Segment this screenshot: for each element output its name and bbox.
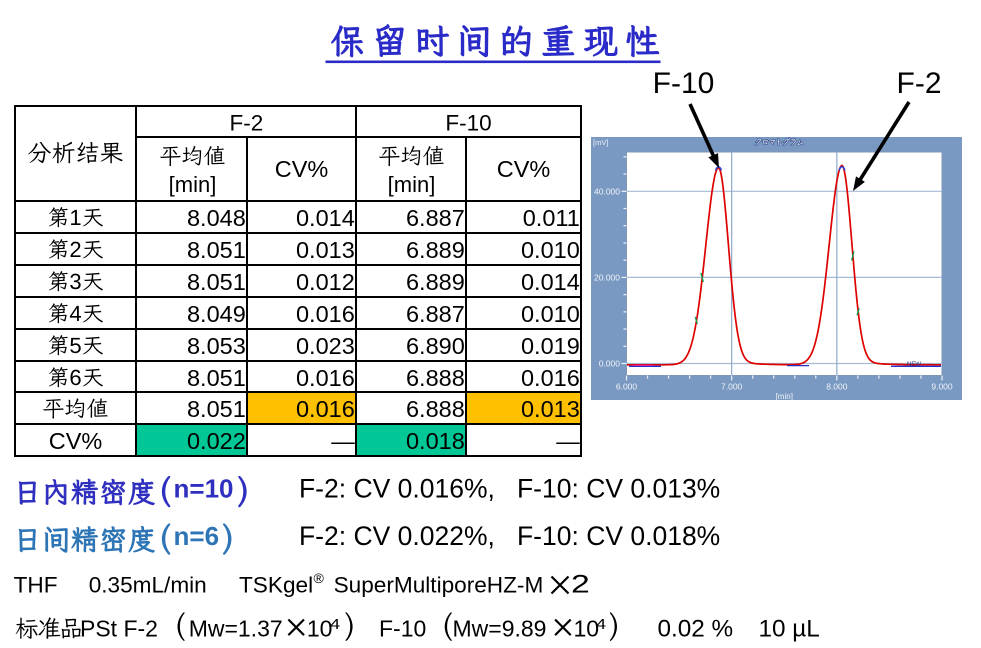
svg-text:4: 4 (596, 617, 606, 633)
svg-text:CV%: CV% (275, 156, 329, 182)
svg-text:n=10: n=10 (174, 474, 234, 504)
svg-text:—: — (556, 428, 580, 454)
svg-text:0.011: 0.011 (523, 205, 580, 231)
svg-text:0.014: 0.014 (296, 205, 355, 231)
svg-text:0.013: 0.013 (296, 237, 355, 263)
svg-text:0.012: 0.012 (296, 269, 355, 295)
svg-text:10 µL: 10 µL (759, 616, 820, 643)
svg-text:2: 2 (571, 571, 590, 599)
svg-text:0.010: 0.010 (521, 237, 580, 263)
svg-text:6.889: 6.889 (406, 237, 465, 263)
svg-text:9.000: 9.000 (931, 382, 953, 392)
svg-text:7.000: 7.000 (721, 382, 743, 392)
svg-text:6.889: 6.889 (406, 269, 465, 295)
svg-text:TSKgel: TSKgel (239, 573, 313, 598)
svg-text:8.051: 8.051 (187, 365, 246, 391)
svg-text:6.888: 6.888 (406, 396, 465, 422)
svg-text:10: 10 (574, 616, 600, 642)
svg-text:0.022: 0.022 (187, 428, 246, 454)
svg-text:F-10: F-10 (379, 616, 426, 642)
svg-text:8.048: 8.048 (187, 205, 246, 231)
svg-text:0.016: 0.016 (521, 365, 580, 391)
svg-text:PSt F-2: PSt F-2 (80, 616, 158, 642)
svg-text:[min]: [min] (388, 172, 436, 197)
svg-text:10: 10 (307, 616, 333, 642)
svg-text:6.000: 6.000 (616, 382, 638, 392)
svg-text:8.053: 8.053 (187, 333, 246, 359)
svg-text:NEW: NEW (907, 362, 921, 368)
svg-text:0.019: 0.019 (521, 333, 580, 359)
svg-text:[mV]: [mV] (593, 138, 608, 147)
svg-text:6.887: 6.887 (406, 205, 465, 231)
svg-text:F-2: F-2 (897, 67, 942, 100)
svg-text:Mw=1.37: Mw=1.37 (189, 616, 283, 642)
svg-text:6.890: 6.890 (406, 333, 465, 359)
svg-text:0.000: 0.000 (599, 359, 621, 369)
svg-text:[min]: [min] (169, 172, 217, 197)
svg-text:6.887: 6.887 (406, 301, 465, 327)
svg-text:F-10: F-10 (653, 67, 715, 100)
svg-text:8.051: 8.051 (187, 269, 246, 295)
svg-text:THF: THF (14, 573, 58, 598)
svg-text:40.000: 40.000 (594, 186, 620, 196)
svg-text:0.013: 0.013 (521, 396, 580, 422)
svg-text:F-10: F-10 (445, 111, 491, 136)
svg-text:8.051: 8.051 (187, 396, 246, 422)
svg-text:SuperMultiporeHZ-M: SuperMultiporeHZ-M (334, 573, 544, 598)
svg-text:8.000: 8.000 (826, 382, 848, 392)
svg-text:CV%: CV% (49, 428, 103, 454)
svg-text:0.010: 0.010 (521, 301, 580, 327)
svg-text:0.35mL/min: 0.35mL/min (89, 573, 207, 598)
svg-text:F-2: CV 0.016%, F-10: CV 0.0: F-2: CV 0.016%, F-10: CV 0.013% (299, 474, 720, 504)
svg-text:F-2: CV 0.022%, F-10: CV 0.0: F-2: CV 0.022%, F-10: CV 0.018% (299, 521, 720, 551)
svg-text:[min]: [min] (776, 392, 793, 401)
svg-text:CV%: CV% (497, 156, 551, 182)
svg-text:8.051: 8.051 (187, 237, 246, 263)
svg-text:0.014: 0.014 (521, 269, 580, 295)
svg-text:8.049: 8.049 (187, 301, 246, 327)
svg-text:0.018: 0.018 (406, 428, 465, 454)
svg-text:0.016: 0.016 (296, 365, 355, 391)
svg-text:0.016: 0.016 (296, 301, 355, 327)
svg-text:20.000: 20.000 (594, 272, 620, 282)
svg-text:0.023: 0.023 (296, 333, 355, 359)
svg-text:4: 4 (330, 617, 340, 633)
svg-text:®: ® (314, 570, 325, 586)
svg-text:Mw=9.89: Mw=9.89 (453, 616, 547, 642)
svg-text:0.016: 0.016 (296, 396, 355, 422)
svg-text:0.02 %: 0.02 % (658, 616, 734, 643)
svg-text:—: — (331, 428, 355, 454)
svg-text:n=6: n=6 (174, 521, 220, 551)
svg-text:6.888: 6.888 (406, 365, 465, 391)
svg-text:F-2: F-2 (230, 111, 264, 136)
